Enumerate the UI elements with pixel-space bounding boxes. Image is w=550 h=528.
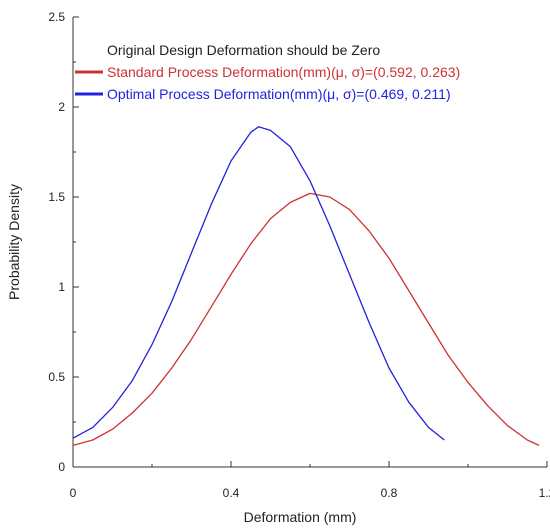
legend-note: Original Design Deformation should be Ze… — [107, 42, 380, 58]
legend-label-standard: Standard Process Deformation(mm)(μ, σ)=(… — [107, 64, 460, 80]
y-tick-label-4: 2 — [58, 100, 65, 114]
x-axis-label: Deformation (mm) — [244, 509, 357, 525]
legend: Original Design Deformation should be Ze… — [75, 42, 460, 102]
legend-label-optimal: Optimal Process Deformation(mm)(μ, σ)=(0… — [107, 86, 451, 102]
series-layer — [72, 126, 540, 447]
series-line-0 — [72, 192, 540, 447]
y-axis-label: Probability Density — [6, 184, 22, 300]
y-tick-label-3: 1.5 — [48, 190, 65, 204]
x-tick-label-2: 0.8 — [381, 486, 398, 500]
series-line-1 — [72, 126, 445, 441]
x-tick-label-0: 0 — [70, 486, 77, 500]
x-tick-label-3: 1.2 — [539, 486, 550, 500]
plot-area: 0 0.5 1 1.5 2 2.5 0 0.4 0.8 1.2 — [48, 10, 550, 500]
y-tick-label-1: 0.5 — [48, 370, 65, 384]
y-tick-label-0: 0 — [58, 460, 65, 474]
y-tick-label-2: 1 — [58, 280, 65, 294]
x-tick-label-1: 0.4 — [223, 486, 240, 500]
y-tick-label-5: 2.5 — [48, 10, 65, 24]
